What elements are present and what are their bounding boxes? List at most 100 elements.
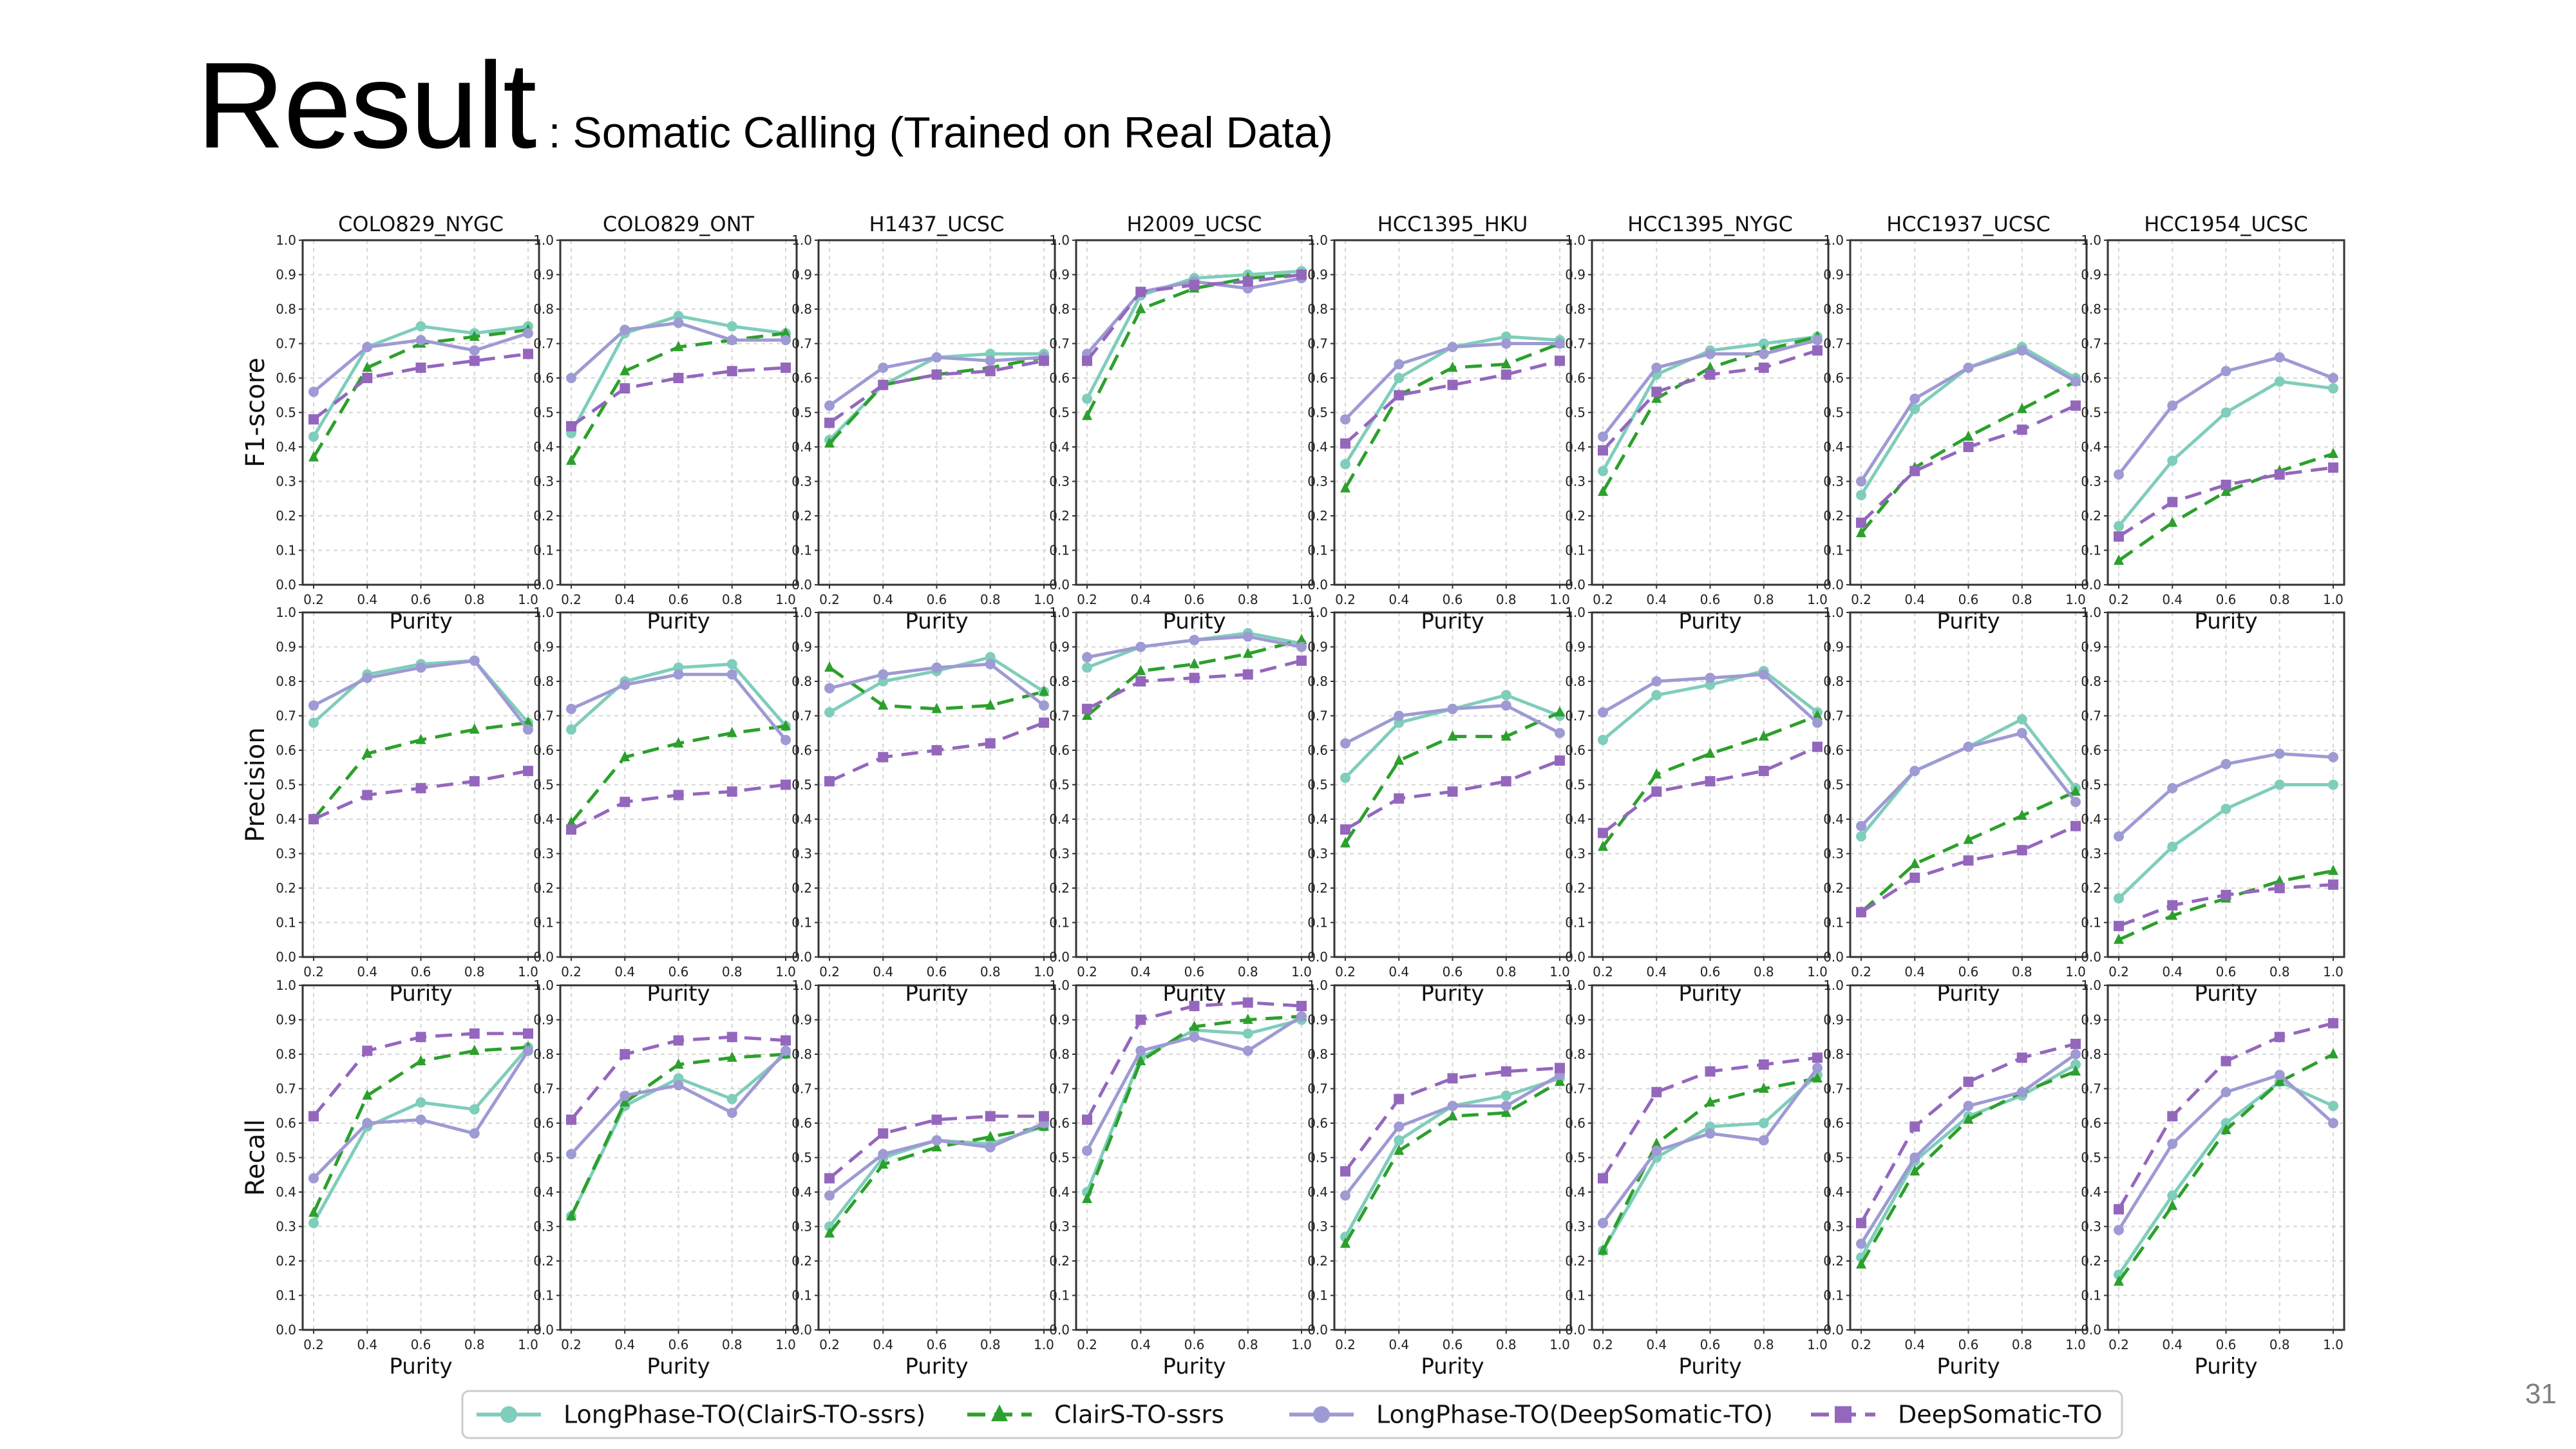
y-tick-label: 0.1 [1565, 1288, 1586, 1303]
y-tick-label: 0.1 [1049, 543, 1070, 558]
y-tick-label: 0.4 [276, 811, 296, 827]
x-tick-label: 1.0 [1807, 592, 1828, 607]
y-tick-label: 0.6 [1565, 1115, 1586, 1131]
y-tick-label: 0.8 [1565, 674, 1586, 689]
data-point [2328, 752, 2338, 762]
y-tick-label: 0.1 [276, 915, 296, 931]
data-point [1340, 414, 1350, 425]
y-axis-label: Recall [241, 1119, 270, 1196]
data-point [1555, 706, 1565, 717]
x-axis-label: Purity [1937, 1354, 2000, 1379]
y-tick-label: 0.2 [791, 1253, 812, 1269]
data-point [1758, 669, 1769, 680]
x-tick-label: 0.6 [1958, 592, 1979, 607]
data-point [931, 1141, 942, 1151]
x-tick-label: 0.8 [464, 1337, 485, 1352]
y-tick-label: 0.6 [2081, 743, 2101, 758]
y-tick-label: 0.1 [533, 1288, 554, 1303]
y-tick-label: 1.0 [1049, 232, 1070, 248]
y-tick-label: 1.0 [791, 232, 812, 248]
y-tick-label: 0.3 [791, 474, 812, 489]
data-point [1039, 685, 1049, 696]
y-tick-label: 0.8 [533, 301, 554, 317]
y-tick-label: 0.3 [276, 1219, 296, 1235]
x-axis-label: Purity [905, 1354, 968, 1379]
y-tick-label: 0.9 [533, 267, 554, 283]
panel-title: HCC1937_UCSC [1886, 212, 2050, 236]
data-point [469, 1128, 480, 1139]
y-tick-label: 0.2 [791, 880, 812, 896]
data-point [1501, 1101, 1511, 1112]
data-point [1651, 1086, 1662, 1097]
legend-marker [991, 1404, 1008, 1421]
y-tick-label: 1.0 [533, 232, 554, 248]
x-tick-label: 1.0 [518, 592, 538, 607]
data-point [2328, 1048, 2338, 1059]
y-tick-label: 0.2 [1307, 508, 1328, 524]
y-tick-label: 0.3 [1049, 474, 1070, 489]
y-tick-label: 0.8 [791, 674, 812, 689]
x-tick-label: 1.0 [1034, 592, 1054, 607]
data-point [673, 1058, 684, 1069]
x-tick-label: 0.6 [411, 1337, 431, 1352]
data-point [2274, 875, 2285, 886]
data-point [1340, 772, 1350, 783]
data-point [931, 662, 942, 673]
data-point [2114, 893, 2124, 904]
y-tick-label: 0.0 [1307, 949, 1328, 965]
data-point [415, 362, 426, 373]
data-point [1296, 634, 1307, 645]
data-point [2167, 1190, 2178, 1201]
data-point [726, 366, 737, 377]
data-point [1856, 820, 1866, 831]
y-tick-label: 0.9 [276, 1012, 296, 1028]
data-point [1812, 741, 1823, 752]
y-tick-label: 0.9 [1049, 639, 1070, 655]
data-point [1394, 359, 1405, 370]
data-point [726, 726, 737, 737]
data-point [2274, 376, 2285, 387]
x-tick-label: 1.0 [2065, 964, 2086, 980]
y-tick-label: 1.0 [1049, 605, 1070, 620]
y-tick-label: 0.3 [1307, 1219, 1328, 1235]
x-tick-label: 0.8 [2269, 964, 2290, 980]
y-tick-label: 0.0 [1823, 577, 1844, 592]
y-tick-label: 0.2 [1307, 880, 1328, 896]
series-line [1086, 638, 1302, 717]
y-tick-label: 0.0 [791, 577, 812, 592]
y-tick-label: 0.1 [1823, 543, 1844, 558]
data-point [1340, 482, 1350, 493]
data-point [878, 1128, 889, 1139]
data-point [2167, 516, 2178, 527]
data-point [673, 669, 684, 680]
y-tick-label: 0.7 [276, 336, 296, 352]
x-tick-label: 0.8 [722, 1337, 743, 1352]
x-tick-label: 1.0 [1291, 964, 1312, 980]
x-tick-label: 0.8 [1238, 1337, 1258, 1352]
x-tick-label: 0.6 [2216, 592, 2237, 607]
panel-title: HCC1395_NYGC [1627, 212, 1793, 236]
data-point [2274, 469, 2285, 480]
data-point [726, 669, 737, 680]
y-tick-label: 0.6 [276, 1115, 296, 1131]
y-tick-label: 0.2 [1565, 1253, 1586, 1269]
data-point [1705, 776, 1716, 787]
y-tick-label: 0.7 [791, 708, 812, 724]
y-tick-label: 0.6 [1307, 370, 1328, 386]
x-tick-label: 0.8 [1238, 592, 1258, 607]
slide-title: Result: Somatic Calling (Trained on Real… [196, 35, 1333, 176]
data-point [1394, 390, 1405, 401]
data-point [726, 659, 737, 670]
data-point [2221, 759, 2231, 770]
y-tick-label: 0.2 [2081, 508, 2101, 524]
y-tick-label: 0.4 [2081, 811, 2101, 827]
y-tick-label: 0.1 [2081, 543, 2101, 558]
data-point [566, 421, 576, 431]
data-point [1501, 338, 1511, 349]
data-point [1705, 361, 1716, 372]
y-tick-label: 0.8 [1049, 301, 1070, 317]
x-tick-label: 0.6 [1443, 592, 1463, 607]
x-tick-label: 0.6 [2216, 1337, 2237, 1352]
data-point [469, 330, 480, 341]
y-tick-label: 0.4 [1307, 439, 1328, 455]
